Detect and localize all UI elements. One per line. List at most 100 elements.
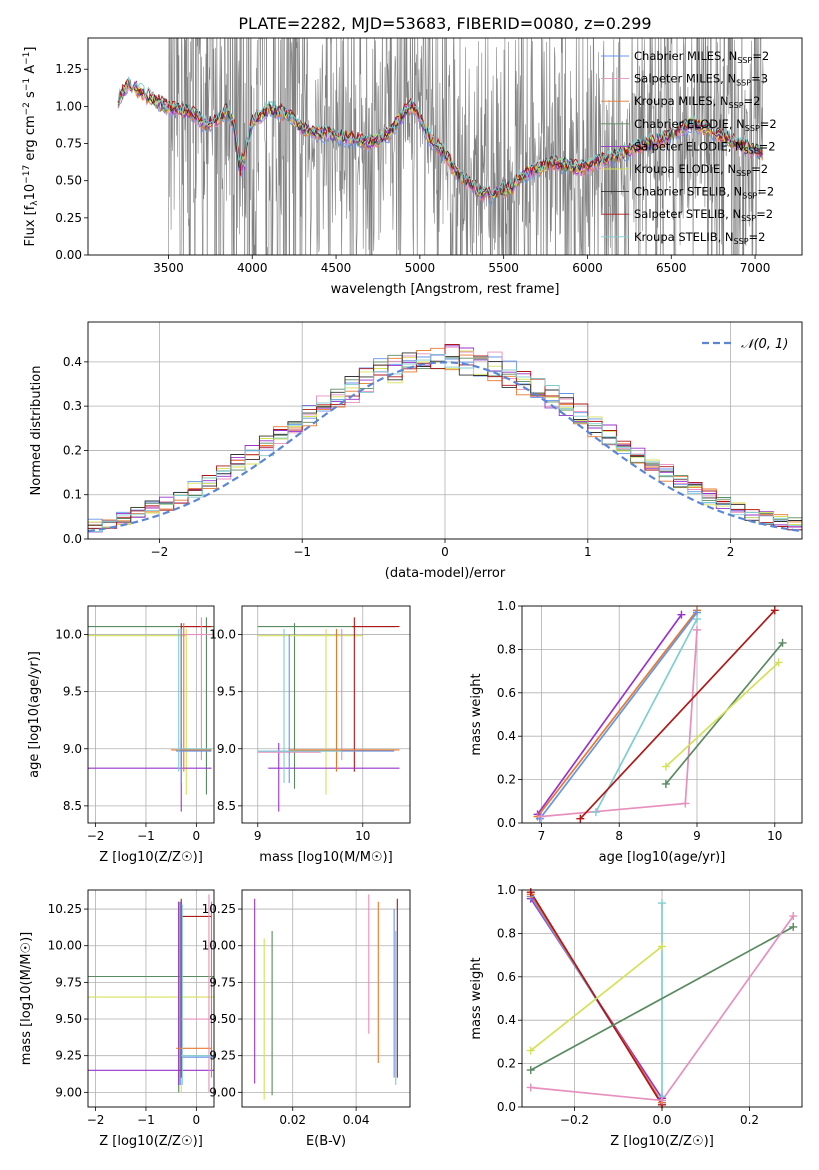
- legend-sub: SSP: [741, 214, 756, 223]
- weight-marker-5: [693, 625, 701, 634]
- y-tick-label: 9.25: [209, 1049, 236, 1063]
- plot-area-spectrum: [117, 38, 764, 255]
- x-tick-label: 4000: [237, 261, 268, 275]
- legend-entry-1: Chabrier MILES, NSSP=2: [634, 49, 769, 65]
- y-label-part: Flux [f: [23, 205, 38, 246]
- y-tick-label: 9.5: [63, 685, 82, 699]
- weight-marker-5: [681, 799, 690, 808]
- legend-text: Kroupa MILES, N: [634, 94, 729, 108]
- panel-residuals: −2 −1 0 1 2 0.0 0.1 0.2 0.3 0.4 (data-model)/error…: [29, 321, 803, 581]
- x-tick-label: 7: [538, 829, 546, 843]
- panel-weight-vs-Z: −0.2 0.0 0.2 0.0 0.2 0.4 0.6 0.8 1.0 Z [log10(Z/Z…: [469, 883, 803, 1149]
- y-tick-label: 10.25: [202, 902, 236, 916]
- x-tick-label: 0: [193, 1113, 201, 1127]
- plot-area-age-vs-Z: [88, 606, 214, 823]
- x-tick-label: 10: [767, 829, 782, 843]
- y-label-part: s: [23, 91, 38, 102]
- legend-entry-2: Salpeter MILES, NSSP=3: [634, 72, 768, 88]
- x-axis-label: Z [log10(Z/Z☉)]: [99, 850, 203, 865]
- legend-tail: =2: [752, 49, 769, 63]
- x-tick-label: 9: [254, 829, 262, 843]
- x-tick-label: 0: [193, 829, 201, 843]
- axes-frame: [87, 37, 803, 256]
- weight-series-6: [579, 609, 776, 820]
- y-tick-label: 0.75: [55, 137, 82, 151]
- x-axis-label: wavelength [Angstrom, rest frame]: [331, 282, 560, 297]
- x-tick-label: −1: [137, 829, 155, 843]
- legend-sub: SSP: [745, 124, 760, 133]
- y-label-part: ]: [23, 47, 38, 52]
- y-tick-label: 0.00: [55, 248, 82, 262]
- x-tick-label: 0.02: [279, 1113, 306, 1127]
- y-tick-label: 9.5: [217, 685, 236, 699]
- normal-curve: [88, 361, 802, 533]
- plot-area-residuals: [88, 322, 802, 539]
- panel-age-vs-mass: 9 10 8.5 9.0 9.5 10.0 mass [log10(M/M☉)]: [209, 605, 411, 865]
- x-tick-label: 0.2: [740, 1113, 759, 1127]
- weight-marker-5: [537, 812, 546, 821]
- legend-text: Kroupa STELIB, N: [634, 230, 734, 244]
- legend-tail: =2: [751, 162, 768, 176]
- weight-marker-8: [774, 658, 783, 667]
- plot-area-weight-vs-age: [522, 606, 802, 823]
- x-axis-label: age [log10(age/yr)]: [599, 850, 726, 865]
- y-tick-label: 10.00: [202, 939, 236, 953]
- y-axis-label: Flux [fλ10−17 erg cm−2 s−1 A−1]: [22, 47, 40, 247]
- weight-marker-8: [661, 762, 670, 771]
- weight-marker-8: [789, 912, 798, 921]
- legend-text: Chabrier STELIB, N: [634, 185, 742, 199]
- x-tick-label: 6000: [572, 261, 603, 275]
- plot-area-mass-vs-Z: [88, 890, 214, 1107]
- x-tick-label: −1: [137, 1113, 155, 1127]
- y-tick-label: 0.6: [497, 686, 516, 700]
- weight-marker-7: [789, 922, 798, 931]
- x-axis-label: mass [log10(M/M☉)]: [259, 850, 392, 865]
- legend-tail: =3: [751, 72, 768, 86]
- x-tick-label: 3500: [153, 261, 184, 275]
- y-tick-label: 0.0: [497, 816, 516, 830]
- y-label-part: −2: [22, 102, 32, 115]
- weight-marker-1: [677, 610, 686, 619]
- plot-area-age-vs-mass: [242, 606, 410, 823]
- y-tick-label: 0.6: [497, 970, 516, 984]
- y-label-part: −17: [22, 165, 32, 184]
- weight-marker-7: [661, 779, 670, 788]
- x-tick-label: −1: [293, 545, 311, 559]
- panel-mass-vs-EBV: 0.02 0.04 9.00 9.25 9.50 9.75 10.00 10.25 E(B-V): [202, 889, 411, 1149]
- plot-area-weight-vs-Z: [522, 890, 802, 1107]
- weight-series-3: [539, 611, 698, 820]
- x-tick-label: 8: [615, 829, 623, 843]
- legend-tail: =2: [756, 207, 773, 221]
- y-tick-label: 8.5: [63, 799, 82, 813]
- x-tick-label: 4500: [321, 261, 352, 275]
- weight-series-8: [665, 661, 780, 768]
- legend-text: Salpeter ELODIE, N: [634, 139, 744, 153]
- panel-weight-vs-age: 7 8 9 10 0.0 0.2 0.4 0.6 0.8 1.0 age [log10(age/yr…: [469, 599, 803, 865]
- weight-series-2: [536, 609, 698, 818]
- legend-entry-4: Chabrier ELODIE, NSSP=2: [634, 117, 777, 133]
- axes-frame: [87, 889, 215, 1108]
- x-axis-label: E(B-V): [306, 1134, 346, 1149]
- y-label-part: erg cm: [23, 115, 38, 164]
- y-tick-label: 10.0: [55, 628, 82, 642]
- y-tick-label: 10.00: [48, 939, 82, 953]
- y-tick-label: 1.00: [55, 99, 82, 113]
- weight-series-4: [595, 618, 698, 813]
- legend-text: Chabrier MILES, N: [634, 49, 737, 63]
- y-tick-label: 9.75: [55, 975, 82, 989]
- legend-text: Chabrier ELODIE, N: [634, 117, 745, 131]
- y-axis-label: mass weight: [469, 673, 484, 755]
- y-tick-label: 9.75: [209, 975, 236, 989]
- y-label-part: 10: [23, 184, 38, 201]
- legend-text: Salpeter STELIB, N: [634, 207, 741, 221]
- y-label-part: λ: [30, 200, 40, 206]
- y-label-part: A: [23, 65, 38, 78]
- x-axis-label: (data-model)/error: [385, 566, 506, 581]
- axes-frame: [521, 889, 803, 1108]
- panel-age-vs-Z: −2 −1 0 8.5 9.0 9.5 10.0 Z [log10(Z/Z☉)] age [lo…: [27, 605, 215, 865]
- y-tick-label: 0.0: [63, 532, 82, 546]
- x-tick-label: 7000: [740, 261, 771, 275]
- y-axis-label: mass weight: [469, 957, 484, 1039]
- legend-tail: =2: [757, 185, 774, 199]
- histogram-9: [88, 353, 802, 532]
